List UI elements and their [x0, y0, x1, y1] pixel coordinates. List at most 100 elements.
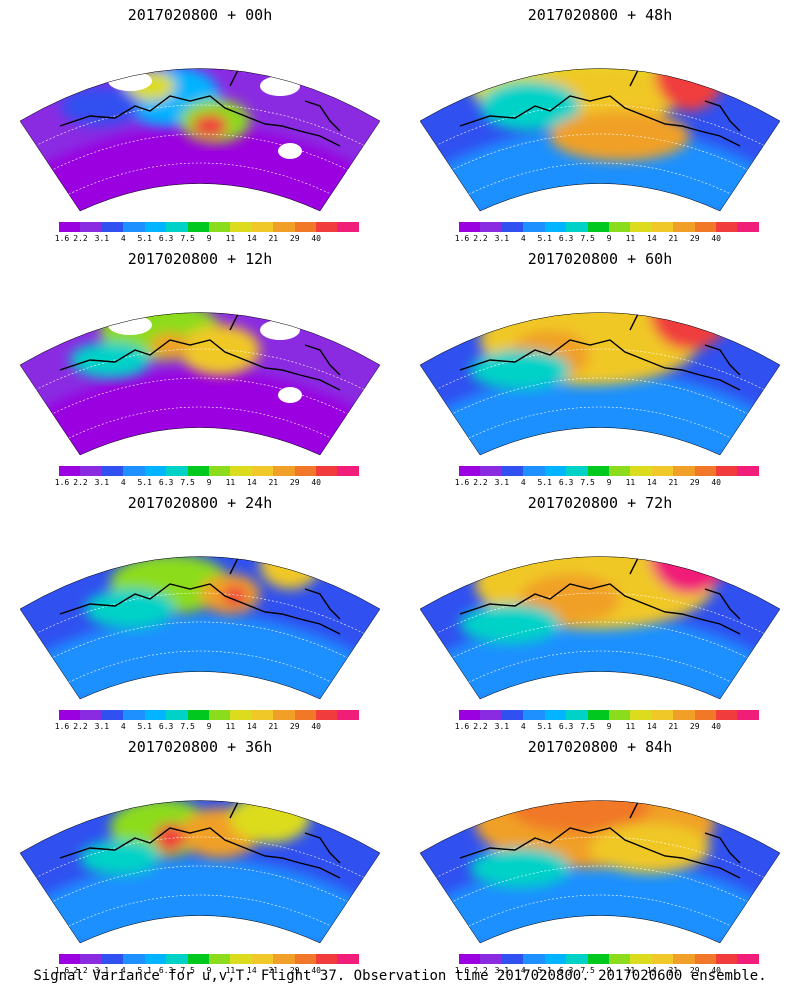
- colorbar-label: 5.1: [137, 966, 152, 975]
- colorbar-segment: [716, 954, 738, 964]
- panel-title: 2017020800 + 48h: [527, 6, 673, 24]
- colorbar-segment: [101, 954, 124, 964]
- colorbar-segment: [651, 466, 674, 476]
- colorbar-segment: [566, 710, 588, 720]
- colorbar-segment: [587, 466, 609, 476]
- colorbar-segment: [544, 710, 567, 720]
- colorbar-segment: [166, 954, 188, 964]
- panel-title: 2017020800 + 00h: [127, 6, 273, 24]
- colorbar-segment: [673, 222, 695, 232]
- colorbar-label: 21: [268, 234, 279, 243]
- colorbar-label: 6.3: [558, 234, 574, 243]
- colorbar-segment: [544, 954, 567, 964]
- colorbar-label: 5.1: [137, 478, 152, 487]
- colorbar-segment: [316, 954, 338, 964]
- colorbar-segment: [716, 710, 738, 720]
- colorbar-segment: [630, 954, 652, 964]
- colorbar-label: 3.1: [494, 234, 510, 243]
- colorbar-segment: [630, 710, 652, 720]
- colorbar-label: 14: [647, 478, 657, 487]
- colorbar-segment: [587, 954, 609, 964]
- colorbar-segment: [251, 466, 274, 476]
- colorbar-segment: [80, 222, 102, 232]
- forecast-panel: 2017020800 + 72h 1.6 2.2 3.1 4 5.1 6.3 7.5 9 11 14…: [420, 488, 780, 733]
- colorbar-label: 7.5: [180, 478, 195, 487]
- colorbar: [59, 222, 359, 232]
- colorbar-label: 29: [289, 722, 300, 731]
- colorbar-segment: [337, 954, 359, 964]
- figure-caption: Signal Variance for u,v,T. Flight 37. Ob…: [33, 968, 767, 984]
- colorbar-segment: [230, 466, 252, 476]
- colorbar: [59, 954, 359, 964]
- panel-title: 2017020800 + 84h: [527, 738, 673, 756]
- colorbar-segment: [480, 466, 502, 476]
- colorbar-segment: [501, 954, 524, 964]
- colorbar-label: 40: [711, 722, 721, 731]
- colorbar-label: 21: [668, 478, 679, 487]
- colorbar-segment: [316, 466, 338, 476]
- colorbar-label: 2.2: [473, 234, 488, 243]
- colorbar-segment: [59, 466, 81, 476]
- colorbar-segment: [608, 222, 631, 232]
- colorbar-label: 5.1: [537, 966, 552, 975]
- colorbar-segment: [716, 466, 738, 476]
- colorbar-segment: [294, 466, 317, 476]
- colorbar-label: 9: [206, 966, 212, 975]
- colorbar-segment: [123, 222, 145, 232]
- colorbar-label: 5.1: [537, 234, 552, 243]
- variance-map: [420, 556, 780, 700]
- colorbar-segment: [694, 710, 717, 720]
- colorbar-label: 4: [120, 234, 126, 243]
- colorbar-segment: [316, 222, 338, 232]
- colorbar-segment: [80, 710, 102, 720]
- colorbar-segment: [630, 466, 652, 476]
- colorbar-label: 6.3: [158, 234, 174, 243]
- colorbar-segment: [651, 954, 674, 964]
- colorbar-label: 1.6: [454, 966, 470, 975]
- variance-map: [420, 800, 780, 944]
- panel-title: 2017020800 + 12h: [127, 250, 273, 268]
- colorbar-segment: [187, 954, 209, 964]
- colorbar-label: 11: [225, 478, 236, 487]
- colorbar-segment: [630, 222, 652, 232]
- colorbar-label: 6.3: [558, 722, 574, 731]
- colorbar-label: 14: [247, 478, 257, 487]
- forecast-panel: 2017020800 + 24h 1.6 2.2 3.1 4 5.1 6.3 7.5 9 11 14…: [20, 488, 380, 733]
- colorbar-labels: 1.6 2.2 3.1 4 5.1 6.3 7.5 9 11 14 21 29 40: [55, 478, 359, 488]
- colorbar-segment: [587, 222, 609, 232]
- colorbar-segment: [587, 710, 609, 720]
- colorbar-label: 2.2: [473, 966, 488, 975]
- colorbar-label: 29: [689, 722, 700, 731]
- colorbar-label: 40: [311, 966, 321, 975]
- colorbar-label: 9: [606, 722, 612, 731]
- colorbar: [459, 222, 759, 232]
- colorbar-label: 11: [225, 722, 236, 731]
- colorbar-segment: [251, 954, 274, 964]
- colorbar-label: 3.1: [494, 478, 510, 487]
- colorbar-label: 4: [520, 966, 526, 975]
- colorbar-segment: [144, 466, 167, 476]
- colorbar-label: 1.6: [454, 478, 470, 487]
- colorbar-segment: [673, 710, 695, 720]
- colorbar-label: 4: [520, 722, 526, 731]
- colorbar-label: 7.5: [180, 722, 195, 731]
- variance-map: [420, 68, 780, 212]
- colorbar-segment: [123, 954, 145, 964]
- colorbar-label: 3.1: [94, 722, 110, 731]
- colorbar-label: 7.5: [180, 234, 195, 243]
- colorbar-label: 7.5: [580, 966, 595, 975]
- colorbar-label: 2.2: [473, 722, 488, 731]
- colorbar-segment: [459, 710, 481, 720]
- colorbar-labels: 1.6 2.2 3.1 4 5.1 6.3 7.5 9 11 14 21 29 40: [55, 234, 359, 244]
- variance-map: [20, 800, 380, 944]
- colorbar-label: 11: [225, 234, 236, 243]
- colorbar-segment: [694, 222, 717, 232]
- colorbar-segment: [144, 710, 167, 720]
- colorbar-label: 1.6: [54, 234, 70, 243]
- colorbar-label: 3.1: [94, 966, 110, 975]
- colorbar-segment: [459, 222, 481, 232]
- colorbar-segment: [337, 222, 359, 232]
- colorbar-label: 3.1: [94, 478, 110, 487]
- colorbar-label: 2.2: [73, 234, 88, 243]
- forecast-panel: 2017020800 + 48h 1.6 2.2 3.1 4 5.1 6.3 7.5 9 11 14…: [420, 0, 780, 245]
